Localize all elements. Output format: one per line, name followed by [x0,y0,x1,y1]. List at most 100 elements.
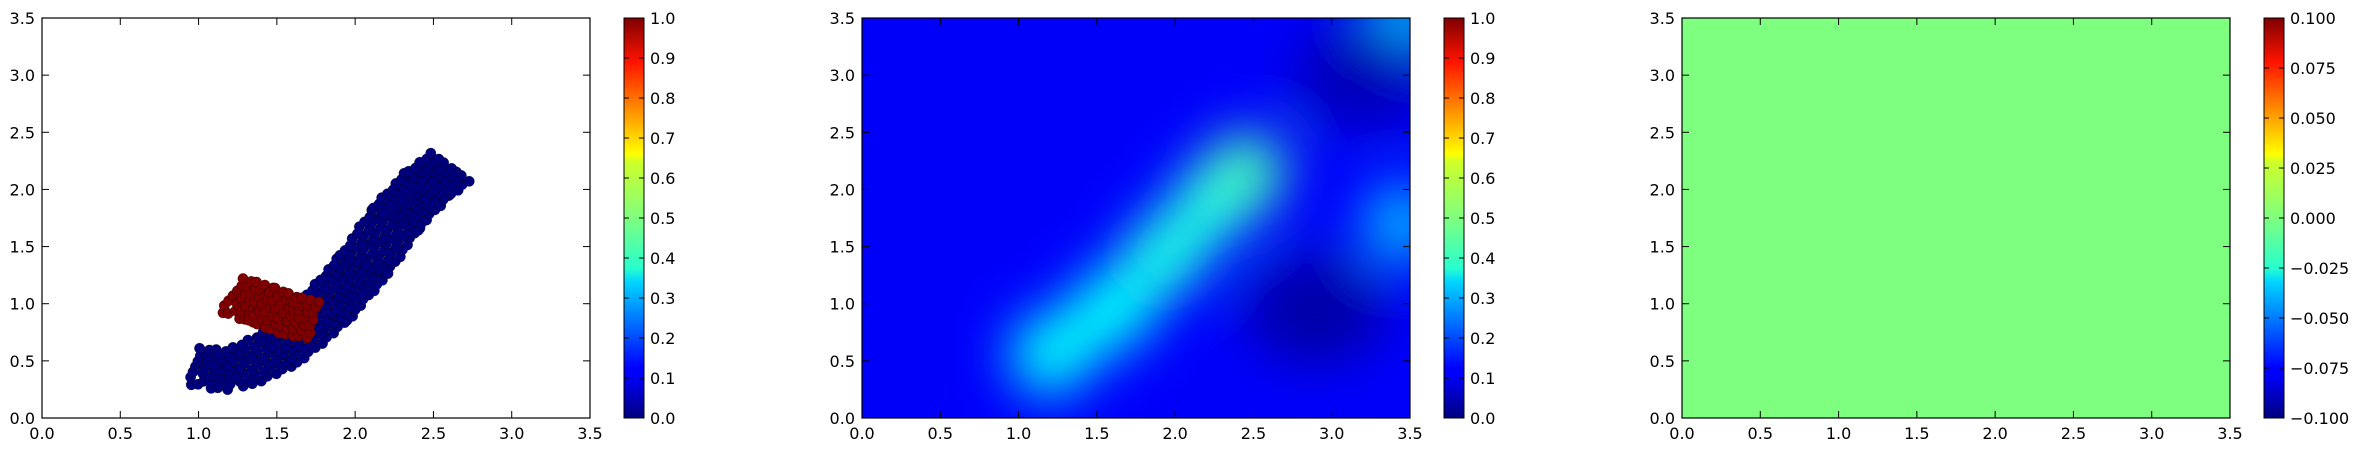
colorbar-tick-label: 0.0 [1470,409,1495,428]
x-tick-label: 2.0 [1982,424,2007,443]
heatmap-blob [1205,132,1286,213]
y-tick-label: 0.5 [10,352,35,371]
scatter-point [425,147,437,159]
x-tick-label: 0.5 [1748,424,1773,443]
x-tick-label: 1.0 [1826,424,1851,443]
scatter-point [446,163,457,174]
y-tick-label: 1.5 [10,238,35,257]
colorbar-tick-label: 0.050 [2290,109,2336,128]
colorbar-tick-label: 0.9 [650,49,675,68]
y-tick-label: 1.0 [1650,295,1675,314]
x-tick-label: 2.5 [2061,424,2086,443]
x-tick-label: 1.5 [1904,424,1929,443]
scatter-point [242,334,254,346]
colorbar-tick-label: 0.025 [2290,159,2336,178]
colorbar-tick-label: 0.100 [2290,9,2336,28]
colorbar-tick-label: 1.0 [650,9,675,28]
scatter-panel: 0.0 0.5 1.0 1.5 2.0 2.5 3.0 3.5 0.0 0.5 1.0 1.5 2.0 2… [10,9,603,443]
y-tick-label: 2.5 [10,123,35,142]
colorbar-tick-label: 0.7 [650,129,675,148]
x-tick-label: 3.5 [1397,424,1422,443]
x-tick-label: 3.0 [1319,424,1344,443]
colorbar-tick-label: 0.4 [650,249,675,268]
plot-frame [861,17,1411,419]
colorbar-tick-label: −0.075 [2290,359,2349,378]
colorbar-tick-label: −0.100 [2290,409,2349,428]
y-tick-label: 0.5 [830,352,855,371]
y-tick-label: 0.0 [830,409,855,428]
x-tick-label: 1.0 [186,424,211,443]
scatter-point [313,296,325,308]
colorbar-tick-label: 0.2 [650,329,675,348]
heatmap-field [1009,18,1410,396]
colorbar-2: 0.0 0.1 0.2 0.3 0.4 0.5 0.6 0.7 0.8 0.9 1.0 [1443,9,1495,428]
colorbar-tick-label: 0.8 [1470,89,1495,108]
scatter-points [185,147,475,395]
y-tick-label: 2.0 [830,180,855,199]
y-tick-label: 3.0 [10,66,35,85]
y-tick-label: 2.5 [830,123,855,142]
colorbar-tick-label: 0.8 [650,89,675,108]
colorbar-tick-label: 0.075 [2290,59,2336,78]
colorbar-3: −0.100 −0.075 −0.050 −0.025 0.000 0.025 0.050 0… [2263,9,2349,428]
plot-frame [1681,17,2231,419]
y-tick-label: 0.5 [1650,352,1675,371]
y-tick-label: 1.5 [830,238,855,257]
colorbar-tick-label: 1.0 [1470,9,1495,28]
x-tick-label: 0.0 [29,424,54,443]
x-tick-label: 3.0 [499,424,524,443]
colorbar-tick-label: 0.0 [650,409,675,428]
colorbar-ticks: −0.100 −0.075 −0.050 −0.025 0.000 0.025 0.050 0… [2264,9,2349,428]
heatmap-blob [1009,315,1090,396]
colorbar-tick-label: 0.000 [2290,209,2336,228]
y-tick-label: 1.5 [1650,238,1675,257]
scatter-point [433,153,445,165]
x-tick-label: 0.0 [849,424,874,443]
colorbar-tick-label: 0.1 [650,369,675,388]
colorbar-ticks: 0.0 0.1 0.2 0.3 0.4 0.5 0.6 0.7 0.8 0.9 1.0 [624,9,675,428]
colorbar-tick-label: −0.050 [2290,309,2349,328]
heatmap-blob [1127,212,1208,293]
x-tick-label: 1.5 [264,424,289,443]
heatmap-dark-region [1246,254,1387,365]
uniform-field-panel: 0.0 0.5 1.0 1.5 2.0 2.5 3.0 3.5 0.0 0.5 1.0 1.5 2.0 2… [1650,9,2243,443]
plot-frame [41,17,591,419]
x-tick-label: 3.5 [2217,424,2242,443]
uniform-field [1682,18,2230,418]
colorbar-tick-label: 0.2 [1470,329,1495,348]
colorbar-ticks: 0.0 0.1 0.2 0.3 0.4 0.5 0.6 0.7 0.8 0.9 1.0 [1444,9,1495,428]
heatmap-panel: 0.0 0.5 1.0 1.5 2.0 2.5 3.0 3.5 0.0 0.5 1.0 1.5 2.0 2… [830,9,1423,443]
heatmap-dark-region [1293,20,1410,131]
colorbar-tick-label: 0.3 [1470,289,1495,308]
colorbar-tick-label: 0.9 [1470,49,1495,68]
y-tick-label: 0.0 [10,409,35,428]
scatter-point [463,175,475,187]
y-tick-label: 2.0 [1650,180,1675,199]
y-tick-label: 3.0 [1650,66,1675,85]
scatter-point [212,349,224,361]
x-tick-label: 3.5 [577,424,602,443]
x-tick-label: 1.0 [1006,424,1031,443]
heatmap-blob [1072,269,1153,350]
y-tick-label: 3.0 [830,66,855,85]
x-tick-label: 0.5 [928,424,953,443]
x-tick-label: 1.5 [1084,424,1109,443]
colorbar-tick-label: 0.4 [1470,249,1495,268]
axis-ticks: 0.0 0.5 1.0 1.5 2.0 2.5 3.0 3.5 0.0 0.5 1.0 1.5 2.0 2… [830,9,1423,443]
y-tick-label: 3.5 [830,9,855,28]
x-tick-label: 0.5 [108,424,133,443]
axis-ticks: 0.0 0.5 1.0 1.5 2.0 2.5 3.0 3.5 0.0 0.5 1.0 1.5 2.0 2… [1650,9,2243,443]
x-tick-label: 0.0 [1669,424,1694,443]
heatmap-blob [1362,183,1410,264]
x-tick-label: 2.5 [1241,424,1266,443]
colorbar-1: 0.0 0.1 0.2 0.3 0.4 0.5 0.6 0.7 0.8 0.9 1.0 [623,9,675,428]
colorbar-tick-label: −0.025 [2290,259,2349,278]
x-tick-label: 2.0 [1162,424,1187,443]
y-tick-label: 1.0 [830,295,855,314]
colorbar-tick-label: 0.5 [650,209,675,228]
y-tick-label: 1.0 [10,295,35,314]
x-tick-label: 2.0 [342,424,367,443]
y-tick-label: 2.0 [10,180,35,199]
y-tick-label: 2.5 [1650,123,1675,142]
colorbar-tick-label: 0.7 [1470,129,1495,148]
